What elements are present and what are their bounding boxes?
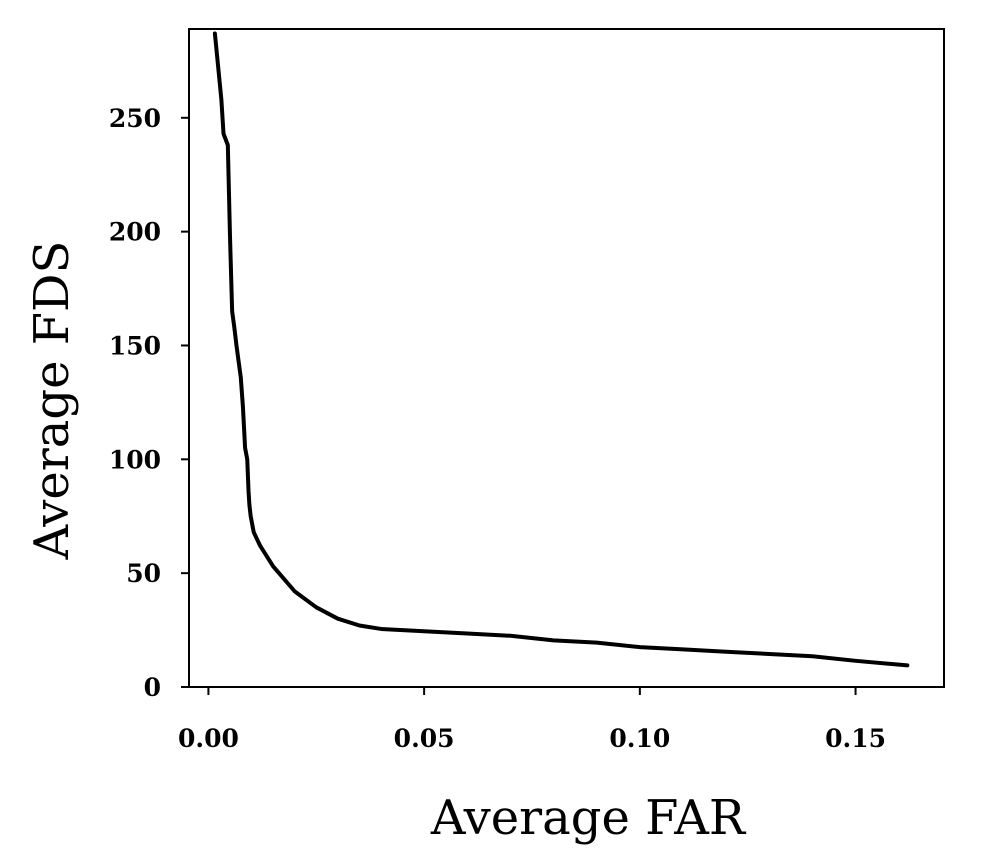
y-tick-label: 150 bbox=[109, 331, 161, 360]
y-tick-label: 0 bbox=[144, 673, 161, 702]
x-tick-label: 0.00 bbox=[178, 724, 239, 753]
x-tick-label: 0.15 bbox=[825, 724, 886, 753]
x-axis-ticks: 0.00 0.05 0.10 0.15 bbox=[178, 687, 886, 753]
series-line bbox=[212, 31, 910, 668]
y-tick-label: 100 bbox=[109, 445, 161, 474]
y-axis-title: Average FDS bbox=[24, 241, 80, 561]
y-tick-label: 50 bbox=[126, 559, 161, 588]
plot-frame bbox=[188, 28, 945, 688]
series-layer bbox=[212, 31, 910, 668]
x-tick-label: 0.10 bbox=[609, 724, 670, 753]
x-axis-title: Average FAR bbox=[430, 790, 747, 846]
y-tick-label: 200 bbox=[109, 218, 161, 247]
y-tick-label: 250 bbox=[109, 104, 161, 133]
y-axis-ticks: 0 50 100 150 200 250 bbox=[109, 104, 189, 702]
x-tick-label: 0.05 bbox=[394, 724, 455, 753]
